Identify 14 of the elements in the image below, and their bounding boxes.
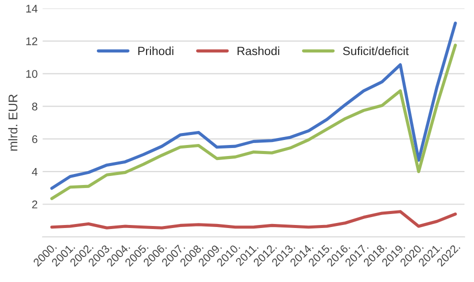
- y-tick-label: 2: [32, 200, 38, 208]
- y-tick-label: 14: [26, 4, 38, 12]
- y-tick-label: 12: [26, 37, 38, 46]
- line-series: [50, 210, 457, 230]
- legend-label: Rashodi: [238, 46, 280, 56]
- y-tick-label: 8: [32, 102, 38, 110]
- y-axis-title: mlrd. EUR: [8, 94, 18, 151]
- legend-label: Prihodi: [138, 46, 174, 56]
- line-series: [50, 22, 457, 190]
- line-series: [50, 44, 457, 200]
- y-tick-label: 6: [32, 135, 38, 144]
- y-tick-label: 4: [32, 168, 38, 176]
- legend-label: Suficit/deficit: [343, 46, 409, 56]
- y-tick-label: 10: [26, 70, 38, 78]
